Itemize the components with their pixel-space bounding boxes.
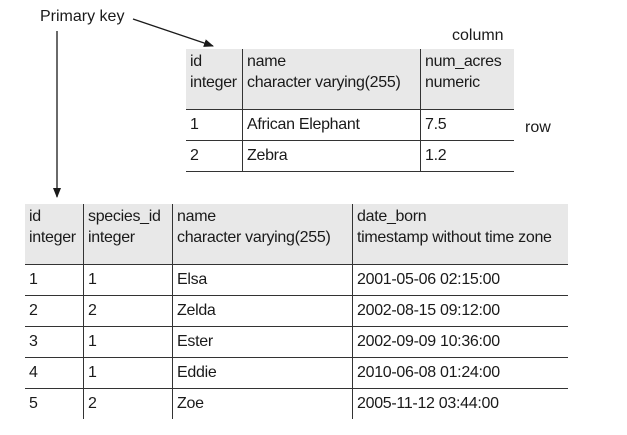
table-row: 2 2 Zelda 2002-08-15 09:12:00 [25,294,568,326]
table-cell: 1 [83,325,173,357]
table-cell: 2002-09-09 10:36:00 [352,325,568,357]
column-name: id [29,208,41,225]
column-name: name [177,208,216,225]
table-cell: 1.2 [420,139,514,172]
table-cell: 1 [83,356,173,388]
table-cell: Eddie [172,356,353,388]
table-cell: 1 [186,108,243,140]
animal-header-date-born: date_born timestamp without time zone [352,204,568,264]
species-table: id integer name character varying(255) n… [186,49,514,172]
column-type: character varying(255) [177,229,331,246]
table-cell: 4 [25,356,84,388]
table-row: 3 1 Ester 2002-09-09 10:36:00 [25,325,568,357]
table-row: 1 1 Elsa 2001-05-06 02:15:00 [25,263,568,295]
table-row: 2 Zebra 1.2 [186,139,514,172]
table-cell: 3 [25,325,84,357]
table-cell: 2 [83,294,173,326]
table-cell: Zoe [172,387,353,419]
table-row: 5 2 Zoe 2005-11-12 03:44:00 [25,387,568,419]
table-cell: 5 [25,387,84,419]
column-type: integer [29,229,76,246]
table-cell: 2 [83,387,173,419]
column-name: species_id [88,208,161,225]
primary-key-label: Primary key [40,8,125,25]
table-row: 4 1 Eddie 2010-06-08 01:24:00 [25,356,568,388]
table-cell: 2002-08-15 09:12:00 [352,294,568,326]
arrow-to-species-id [132,18,214,47]
row-label: row [525,119,551,136]
column-name: id [190,53,202,70]
table-cell: Elsa [172,263,353,295]
column-name: date_born [357,208,427,225]
table-cell: Zelda [172,294,353,326]
table-cell: 2 [186,139,243,172]
column-type: integer [88,229,135,246]
column-type: character varying(255) [247,74,401,91]
column-type: numeric [425,74,480,91]
table-cell: Zebra [242,139,421,172]
species-header-num-acres: num_acres numeric [420,49,514,109]
column-name: num_acres [425,53,502,70]
table-cell: 2005-11-12 03:44:00 [352,387,568,419]
species-header-id: id integer [186,49,243,109]
species-header-name: name character varying(255) [242,49,421,109]
column-name: name [247,53,286,70]
column-label: column [452,27,504,44]
table-cell: 1 [25,263,84,295]
table-cell: African Elephant [242,108,421,140]
column-type: timestamp without time zone [357,229,552,246]
animal-header-species-id: species_id integer [83,204,173,264]
table-cell: 2 [25,294,84,326]
table-cell: 2001-05-06 02:15:00 [352,263,568,295]
table-cell: 1 [83,263,173,295]
animal-table: id integer species_id integer name chara… [25,204,568,419]
table-cell: 2010-06-08 01:24:00 [352,356,568,388]
animal-header-name: name character varying(255) [172,204,353,264]
table-cell: 7.5 [420,108,514,140]
column-type: integer [190,74,237,91]
animal-header-id: id integer [25,204,84,264]
table-row: 1 African Elephant 7.5 [186,108,514,140]
table-cell: Ester [172,325,353,357]
